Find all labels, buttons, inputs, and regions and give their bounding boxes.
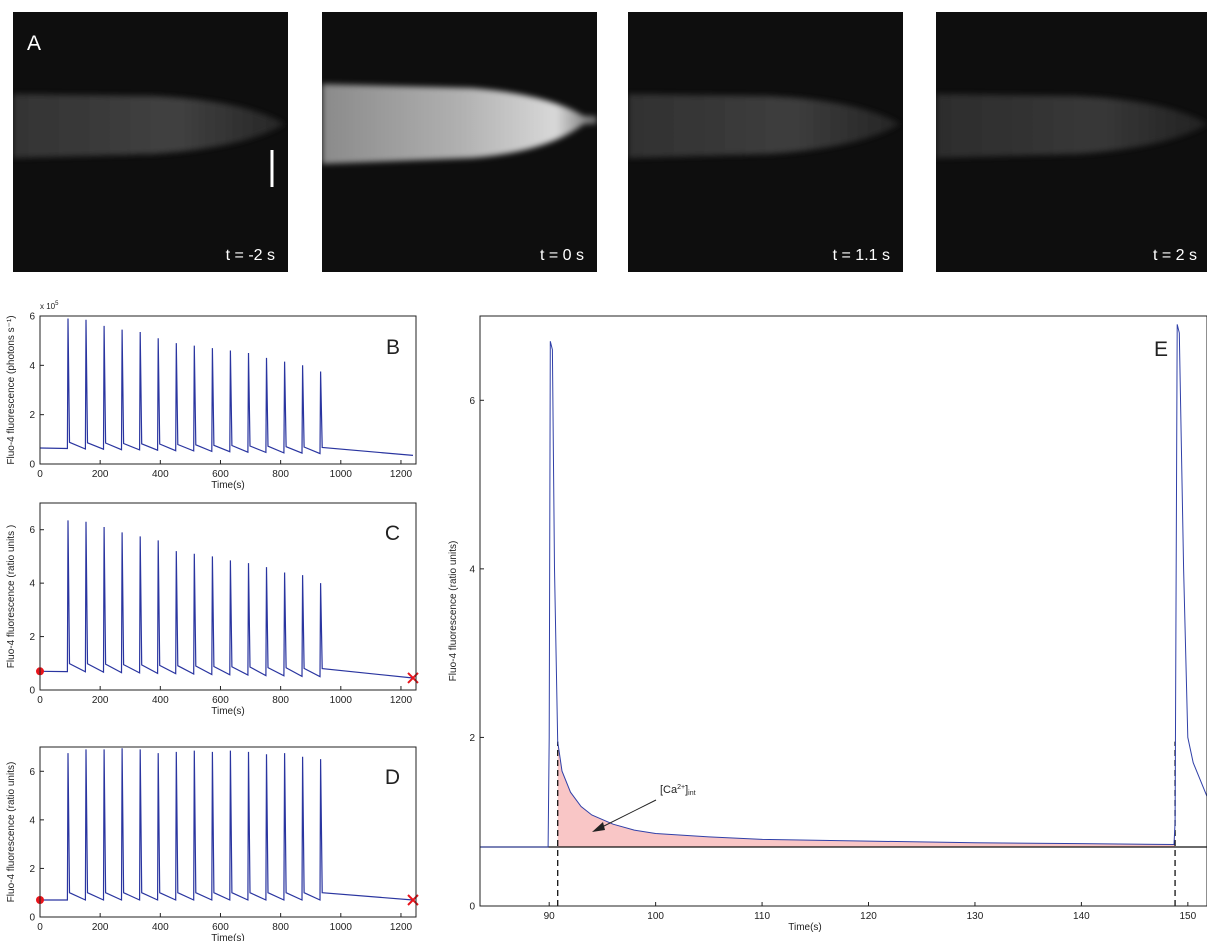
x-axis-label: Time(s): [788, 922, 822, 933]
cell-glow: [13, 94, 285, 158]
shaded-area: [557, 741, 1176, 847]
annotation-sub: int: [688, 790, 695, 797]
axes-box: [39, 746, 417, 918]
annotation-sup: 2+: [677, 784, 685, 791]
y-tick-label: 2: [469, 733, 475, 744]
trace: [40, 520, 414, 679]
x-tick-label: 100: [647, 911, 664, 922]
axes-box: [39, 315, 417, 465]
panel-label: B: [386, 336, 400, 359]
x-tick-label: 140: [1073, 911, 1090, 922]
x-tick-label: 1200: [390, 469, 413, 480]
image-frame: t = -2 s A: [13, 12, 288, 272]
y-tick-label: 0: [29, 913, 35, 924]
x-tick-label: 200: [92, 922, 109, 933]
x-tick-label: 200: [92, 695, 109, 706]
y-tick-label: 6: [29, 767, 35, 778]
annotation: [Ca2+]int: [660, 784, 696, 797]
arrow-head: [592, 822, 605, 832]
image-frame: t = 2 s: [936, 12, 1207, 272]
x-tick-label: 1200: [390, 922, 413, 933]
panel-label: C: [385, 522, 400, 545]
y-axis-label: Fluo-4 fluorescence (ratio units): [6, 762, 17, 903]
annotation-part: [Ca: [660, 784, 678, 796]
x-axis-label: Time(s): [211, 480, 245, 491]
time-label: t = -2 s: [226, 247, 275, 264]
x-tick-label: 90: [544, 911, 556, 922]
y-tick-label: 2: [29, 632, 35, 643]
x-tick-label: 400: [152, 695, 169, 706]
x-tick-label: 0: [37, 695, 43, 706]
panel-label: E: [1154, 338, 1168, 361]
y-tick-label: 6: [469, 396, 475, 407]
x-tick-label: 600: [212, 922, 229, 933]
x-tick-label: 1000: [330, 922, 353, 933]
x-tick-label: 400: [152, 922, 169, 933]
multiplier-exp: 5: [55, 301, 59, 307]
y-tick-label: 2: [29, 410, 35, 421]
y-tick-label: 6: [29, 312, 35, 323]
panel-label: D: [385, 766, 400, 789]
x-tick-label: 110: [754, 911, 770, 922]
x-tick-label: 800: [272, 922, 289, 933]
y-tick-label: 0: [29, 686, 35, 697]
x-tick-label: 130: [967, 911, 984, 922]
axis-multiplier: x 105: [40, 301, 59, 311]
x-tick-label: 400: [152, 469, 169, 480]
cell-glow: [936, 94, 1207, 158]
y-tick-label: 2: [29, 864, 35, 875]
x-axis-label: Time(s): [211, 706, 245, 717]
annotation-arrow: [597, 799, 657, 830]
axes-box: [479, 315, 1207, 907]
frame-content: [628, 94, 900, 158]
cell-glow: [628, 94, 900, 158]
trace: [40, 748, 414, 901]
x-tick-label: 120: [860, 911, 877, 922]
panel-label: A: [27, 32, 41, 55]
time-label: t = 0 s: [540, 247, 584, 264]
y-axis-label: Fluo-4 fluorescence (photons s⁻¹): [6, 315, 17, 464]
x-tick-label: 600: [212, 695, 229, 706]
trace: [480, 324, 1207, 848]
y-tick-label: 0: [29, 460, 35, 471]
x-tick-label: 1000: [330, 695, 353, 706]
trace: [40, 318, 414, 456]
y-axis-label: Fluo-4 fluorescence (ratio units): [448, 541, 459, 682]
x-tick-label: 800: [272, 469, 289, 480]
y-tick-label: 4: [29, 361, 35, 372]
image-frame: t = 1.1 s: [628, 12, 903, 272]
x-tick-label: 200: [92, 469, 109, 480]
x-tick-label: 0: [37, 469, 43, 480]
annotation-part: ]: [685, 784, 688, 796]
x-tick-label: 800: [272, 695, 289, 706]
x-tick-label: 0: [37, 922, 43, 933]
y-axis-label: Fluo-4 fluorescence (ratio units ): [6, 525, 17, 668]
x-axis-label: Time(s): [211, 933, 245, 941]
x-tick-label: 1000: [330, 469, 353, 480]
time-label: t = 1.1 s: [833, 247, 890, 264]
frame-content: [322, 84, 597, 164]
frame-content: [936, 94, 1207, 158]
time-label: t = 2 s: [1153, 247, 1197, 264]
axes-box: [39, 502, 417, 691]
y-tick-label: 4: [29, 815, 35, 826]
y-tick-label: 6: [29, 525, 35, 536]
x-tick-label: 1200: [390, 695, 413, 706]
image-frame: t = 0 s: [322, 12, 597, 272]
cell-glow: [322, 84, 597, 164]
x-tick-label: 600: [212, 469, 229, 480]
y-tick-label: 4: [469, 564, 475, 575]
y-tick-label: 0: [469, 902, 475, 913]
multiplier-base: x 10: [40, 302, 56, 311]
frame-content: [13, 94, 285, 158]
x-tick-label: 150: [1179, 911, 1196, 922]
y-tick-label: 4: [29, 579, 35, 590]
